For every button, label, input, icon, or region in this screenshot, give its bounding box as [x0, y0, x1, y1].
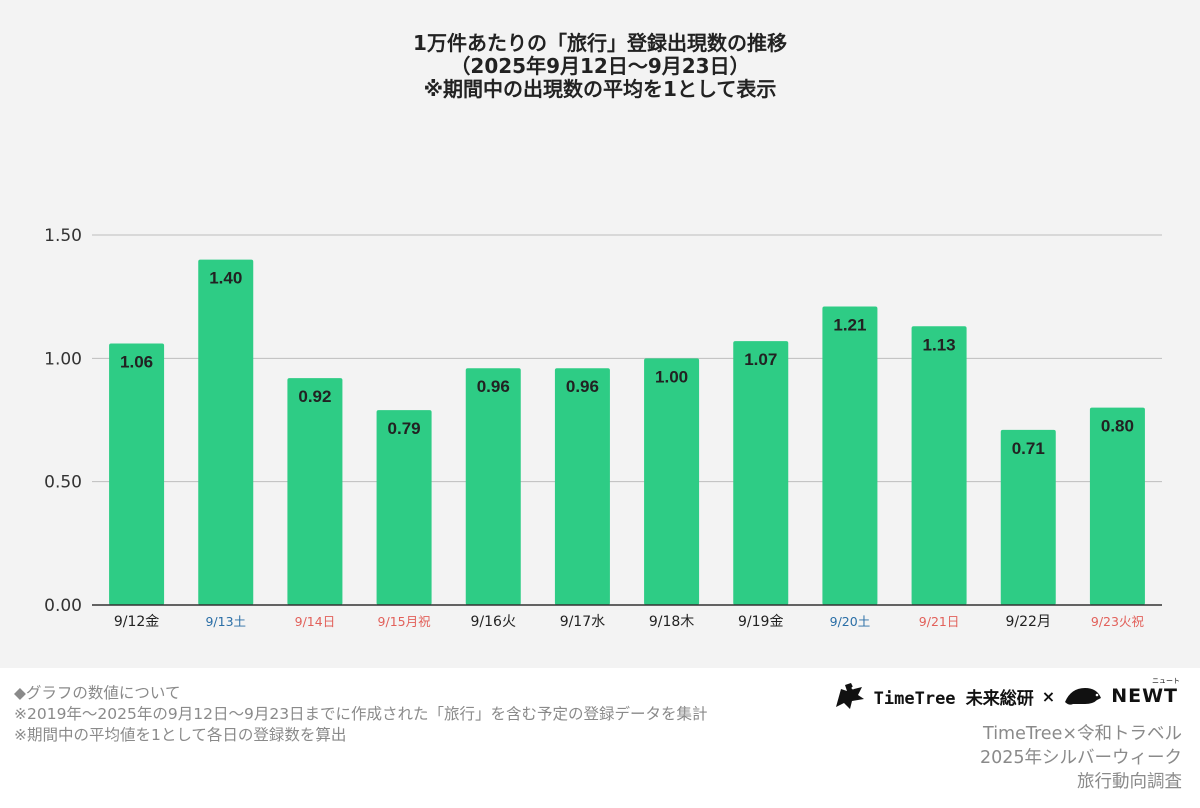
x-tick-label: 9/16火	[471, 614, 516, 630]
chart-title-line-3: ※期間中の出現数の平均を1として表示	[423, 77, 777, 101]
chart-title-line-1: 1万件あたりの「旅行」登録出現数の推移	[413, 31, 787, 55]
logo-separator: ×	[1041, 686, 1056, 706]
data-label: 0.71	[1012, 439, 1045, 458]
bar	[1089, 407, 1145, 605]
note-line: ※期間中の平均値を1として各日の登録数を算出	[14, 726, 347, 744]
data-label: 1.07	[744, 350, 777, 369]
footer-notes: ◆グラフの数値について ※2019年〜2025年の9月12日〜9月23日までに作…	[14, 683, 708, 746]
bar	[733, 341, 789, 605]
timetree-bird-icon	[835, 683, 864, 709]
note-heading: ◆グラフの数値について	[14, 684, 181, 702]
data-label: 1.06	[120, 353, 153, 372]
chart-panel: 1万件あたりの「旅行」登録出現数の推移 （2025年9月12日〜9月23日） ※…	[0, 0, 1200, 668]
x-tick-label: 9/18木	[649, 614, 694, 630]
logo-row: TimeTree 未来総研 × ニュート NEWT	[832, 677, 1180, 714]
data-label: 1.13	[923, 335, 956, 354]
x-tick-label: 9/20土	[830, 614, 871, 629]
bar	[1000, 429, 1056, 605]
credit-line: TimeTree×令和トラベル	[983, 724, 1182, 744]
y-tick-label: 0.50	[44, 473, 82, 493]
data-label: 0.96	[566, 377, 599, 396]
bar	[109, 343, 165, 605]
x-tick-label: 9/15月祝	[378, 614, 432, 629]
timetree-logo-text: TimeTree 未来総研	[873, 688, 1034, 709]
bar	[465, 368, 521, 605]
bar-chart: 0.00 0.50 1.00 1.50 1.06 9/12金 1.40 9/13土 0.92 9/…	[44, 226, 1162, 630]
newt-logo-text: NEWT	[1111, 685, 1178, 707]
note-line: ※2019年〜2025年の9月12日〜9月23日までに作成された「旅行」を含む予…	[14, 705, 708, 723]
newt-logo-kana: ニュート	[1152, 677, 1180, 685]
bar	[822, 306, 878, 605]
bar	[911, 326, 967, 605]
data-label: 1.21	[833, 316, 866, 335]
data-label: 1.40	[209, 269, 242, 288]
data-label: 1.00	[655, 367, 688, 386]
x-tick-label: 9/17水	[560, 614, 605, 630]
x-tick-label: 9/14日	[295, 614, 336, 629]
turtle-icon	[1065, 688, 1102, 705]
y-tick-label: 1.50	[44, 226, 82, 246]
data-label: 0.79	[388, 419, 421, 438]
bar	[554, 368, 610, 605]
bar	[376, 410, 432, 605]
data-label: 0.96	[477, 377, 510, 396]
credit-lines: TimeTree×令和トラベル 2025年シルバーウィーク 旅行動向調査	[980, 722, 1182, 794]
x-tick-label: 9/12金	[114, 614, 159, 630]
bar	[287, 378, 343, 605]
chart-title: 1万件あたりの「旅行」登録出現数の推移 （2025年9月12日〜9月23日） ※…	[0, 32, 1200, 101]
y-tick-label: 0.00	[44, 596, 82, 616]
credit-line: 旅行動向調査	[1077, 772, 1182, 792]
x-tick-label: 9/23火祝	[1091, 614, 1145, 629]
x-tick-label: 9/21日	[919, 614, 960, 629]
bar	[644, 358, 700, 605]
x-tick-label: 9/13土	[205, 614, 246, 629]
data-label: 0.92	[298, 387, 331, 406]
data-label: 0.80	[1101, 417, 1134, 436]
y-tick-label: 1.00	[44, 349, 82, 369]
chart-title-line-2: （2025年9月12日〜9月23日）	[450, 54, 750, 78]
x-tick-label: 9/22月	[1006, 614, 1051, 630]
x-tick-label: 9/19金	[738, 614, 783, 630]
credit-line: 2025年シルバーウィーク	[979, 748, 1182, 768]
bar	[198, 259, 254, 605]
